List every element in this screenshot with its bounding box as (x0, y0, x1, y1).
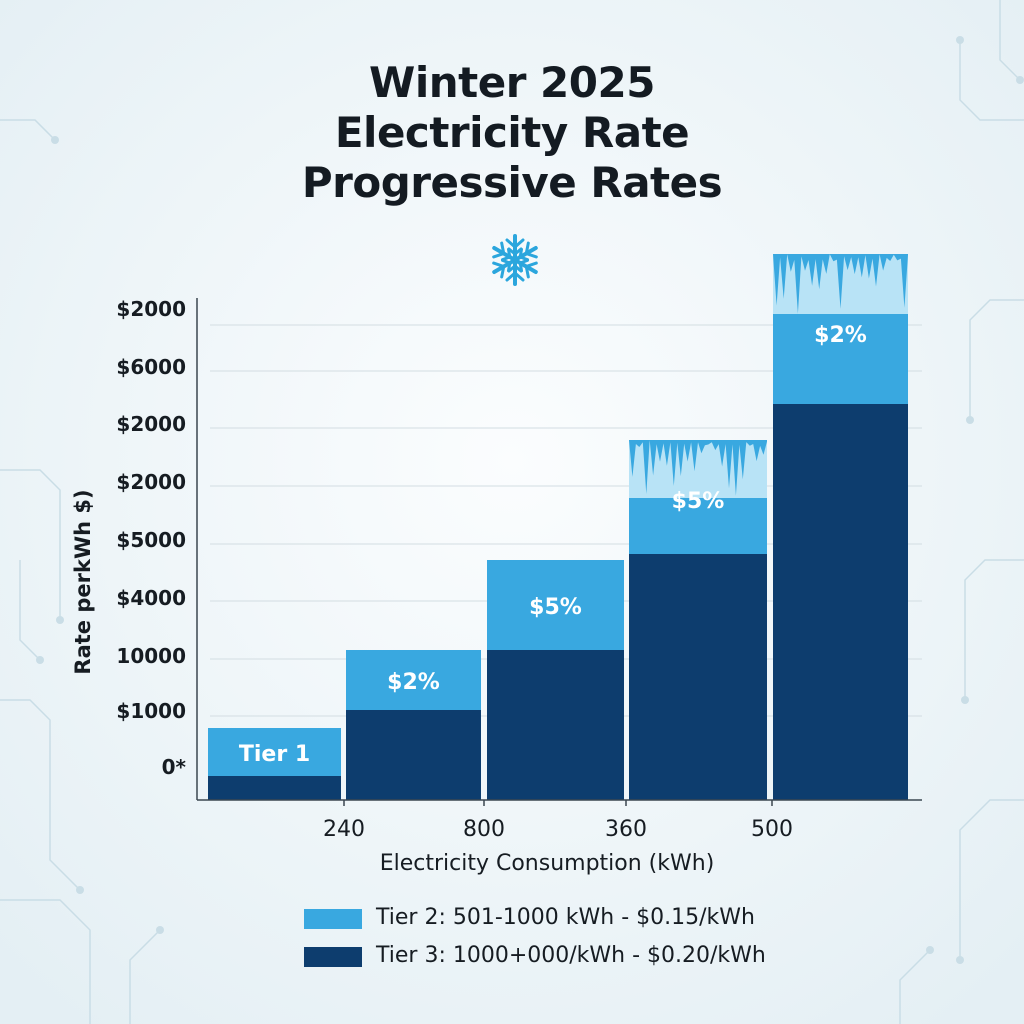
legend-swatch-tier-2 (304, 909, 362, 929)
y-tick-label: $6000 (116, 355, 186, 379)
x-tick-label: 500 (751, 817, 793, 842)
bar-1-tier-3-segment (208, 776, 341, 800)
frost-icicles (773, 254, 908, 314)
x-tick-label: 800 (463, 817, 505, 842)
bar-4-tier-3-segment (629, 554, 767, 800)
bar-4-label: $5% (672, 489, 725, 514)
y-tick-label: $2000 (116, 412, 186, 436)
bar-5-tier-3-segment (773, 404, 908, 800)
bar-2-tier-3-segment (346, 710, 481, 800)
y-tick-label: $2000 (116, 470, 186, 494)
y-tick-label: 0* (162, 755, 187, 779)
snowflake-icon (492, 234, 538, 286)
bar-3-label: $5% (529, 595, 582, 620)
y-tick-label: $2000 (116, 297, 186, 321)
bar-3-tier-3-segment (487, 650, 624, 800)
bar-2: $2% (346, 650, 481, 800)
chart-title-line-3: Progressive Rates (301, 158, 723, 207)
y-tick-label: 10000 (116, 644, 186, 668)
bar-4: $5% (629, 440, 767, 800)
y-axis-label: Rate perkWh $) (71, 489, 95, 674)
legend-label-tier-2: Tier 2: 501-1000 kWh - $0.15/kWh (376, 905, 755, 930)
y-tick-label: $4000 (116, 586, 186, 610)
x-tick-label: 360 (605, 817, 647, 842)
axes (196, 298, 922, 801)
bar-1: Tier 1 (208, 728, 341, 800)
y-tick-label: $1000 (116, 699, 186, 723)
bars: Tier 1 $2% $5% $5% $2% (208, 254, 908, 800)
chart-title-line-1: Winter 2025 (369, 58, 655, 107)
bar-3: $5% (487, 560, 624, 800)
legend-swatch-tier-3 (304, 947, 362, 967)
bar-5: $2% (773, 254, 908, 800)
bar-1-label: Tier 1 (239, 742, 310, 767)
x-ticks: 240 800 360 500 (323, 800, 793, 842)
x-axis-label: Electricity Consumption (kWh) (380, 851, 715, 876)
x-tick-label: 240 (323, 817, 365, 842)
bar-5-label: $2% (814, 323, 867, 348)
y-ticks: 0* $1000 10000 $4000 $5000 $2000 $2000 $6000 $20… (116, 297, 186, 779)
chart-title-line-2: Electricity Rate (334, 108, 690, 157)
frost-icicles (629, 440, 767, 498)
legend-label-tier-3: Tier 3: 1000+000/kWh - $0.20/kWh (376, 943, 766, 968)
y-tick-label: $5000 (116, 528, 186, 552)
bar-2-label: $2% (387, 670, 440, 695)
